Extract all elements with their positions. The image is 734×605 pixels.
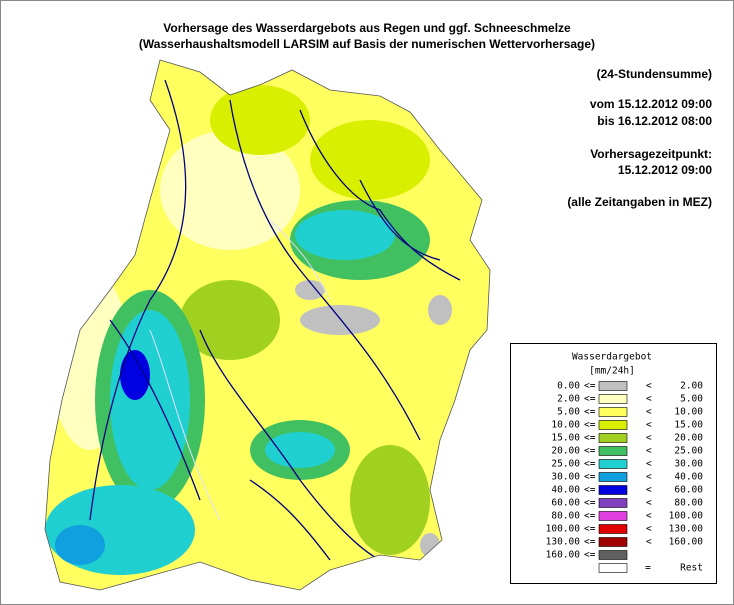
legend-op: < <box>646 485 652 496</box>
legend-op: <= <box>584 472 596 483</box>
legend-op: <= <box>584 394 596 405</box>
info-forecast-label: Vorhersagezeitpunkt: <box>590 147 712 161</box>
legend-op: <= <box>584 407 596 418</box>
legend-low: 80.00 <box>551 511 580 522</box>
legend-high: 5.00 <box>680 394 703 405</box>
legend-low: 30.00 <box>551 472 580 483</box>
legend-high: 100.00 <box>669 511 704 522</box>
legend-unit: [mm/24h] <box>589 366 635 377</box>
legend-op: <= <box>584 498 596 509</box>
legend-low: 10.00 <box>551 420 580 431</box>
legend-op: < <box>646 459 652 470</box>
legend-low: 5.00 <box>557 407 580 418</box>
legend-op: < <box>646 394 652 405</box>
map-area <box>160 130 300 250</box>
map-area <box>210 85 310 155</box>
legend-swatch <box>598 537 628 547</box>
legend-rest: Rest <box>680 563 703 574</box>
legend-low: 0.00 <box>557 381 580 392</box>
legend-high: 160.00 <box>669 537 704 548</box>
legend-swatch <box>598 381 628 391</box>
legend-high: 25.00 <box>674 446 703 457</box>
map-area <box>295 280 325 300</box>
legend-op: < <box>646 420 652 431</box>
legend-op: < <box>646 472 652 483</box>
legend-op: <= <box>584 511 596 522</box>
legend-low: 20.00 <box>551 446 580 457</box>
river <box>149 219 331 521</box>
map-area <box>428 295 452 325</box>
legend-swatch <box>598 524 628 534</box>
legend-op: < <box>646 381 652 392</box>
legend-op: <= <box>584 550 596 561</box>
legend-high: 60.00 <box>674 485 703 496</box>
legend-swatch <box>598 563 628 573</box>
map-area <box>300 305 380 335</box>
map-area <box>295 210 395 260</box>
info-forecast-time: 15.12.2012 09:00 <box>618 163 712 177</box>
info-from: vom 15.12.2012 09:00 <box>590 97 712 111</box>
legend-swatch <box>598 498 628 508</box>
legend-swatch <box>598 394 628 404</box>
legend-swatch <box>598 485 628 495</box>
legend: Wasserdargebot [mm/24h] 0.00 <= <2.002.00 <… <box>510 343 717 584</box>
legend-low: 40.00 <box>551 485 580 496</box>
legend-swatch <box>598 459 628 469</box>
legend-op: < <box>646 511 652 522</box>
legend-high: 15.00 <box>674 420 703 431</box>
legend-swatch <box>598 446 628 456</box>
legend-op: <= <box>584 537 596 548</box>
map-area <box>265 432 335 468</box>
legend-op: <= <box>584 524 596 535</box>
legend-title: Wasserdargebot <box>572 352 652 363</box>
legend-high: 40.00 <box>674 472 703 483</box>
legend-high: 130.00 <box>669 524 704 535</box>
legend-high: 10.00 <box>674 407 703 418</box>
legend-op: <= <box>584 446 596 457</box>
legend-op: < <box>646 433 652 444</box>
map-area <box>310 120 430 200</box>
legend-op: < <box>646 446 652 457</box>
legend-swatch <box>598 472 628 482</box>
legend-op: < <box>646 407 652 418</box>
legend-low: 2.00 <box>557 394 580 405</box>
legend-low: 15.00 <box>551 433 580 444</box>
map-outline <box>44 59 491 591</box>
legend-high: 80.00 <box>674 498 703 509</box>
legend-swatch <box>598 420 628 430</box>
legend-op: <= <box>584 381 596 392</box>
info-to: bis 16.12.2012 08:00 <box>597 114 712 128</box>
legend-op: <= <box>584 485 596 496</box>
info-sum: (24-Stundensumme) <box>597 67 712 81</box>
legend-high: 20.00 <box>674 433 703 444</box>
legend-swatch <box>598 433 628 443</box>
legend-low: 100.00 <box>546 524 581 535</box>
legend-low: 160.00 <box>546 550 581 561</box>
legend-op: <= <box>584 433 596 444</box>
legend-low: 60.00 <box>551 498 580 509</box>
map-area <box>120 350 150 400</box>
legend-op: = <box>645 563 651 574</box>
map-area <box>55 525 105 565</box>
river <box>89 79 461 561</box>
legend-op: <= <box>584 420 596 431</box>
info-note: (alle Zeitangaben in MEZ) <box>567 195 712 209</box>
legend-op: < <box>646 498 652 509</box>
legend-swatch <box>598 511 628 521</box>
legend-op: < <box>646 537 652 548</box>
legend-high: 30.00 <box>674 459 703 470</box>
legend-swatch <box>598 407 628 417</box>
legend-low: 25.00 <box>551 459 580 470</box>
legend-swatch <box>598 550 628 560</box>
map-area <box>350 445 430 555</box>
title-line: Vorhersage des Wasserdargebots aus Regen… <box>163 21 571 35</box>
legend-low: 130.00 <box>546 537 581 548</box>
legend-op: <= <box>584 459 596 470</box>
title-line: (Wasserhaushaltsmodell LARSIM auf Basis … <box>139 37 595 51</box>
legend-high: 2.00 <box>680 381 703 392</box>
legend-op: < <box>646 524 652 535</box>
